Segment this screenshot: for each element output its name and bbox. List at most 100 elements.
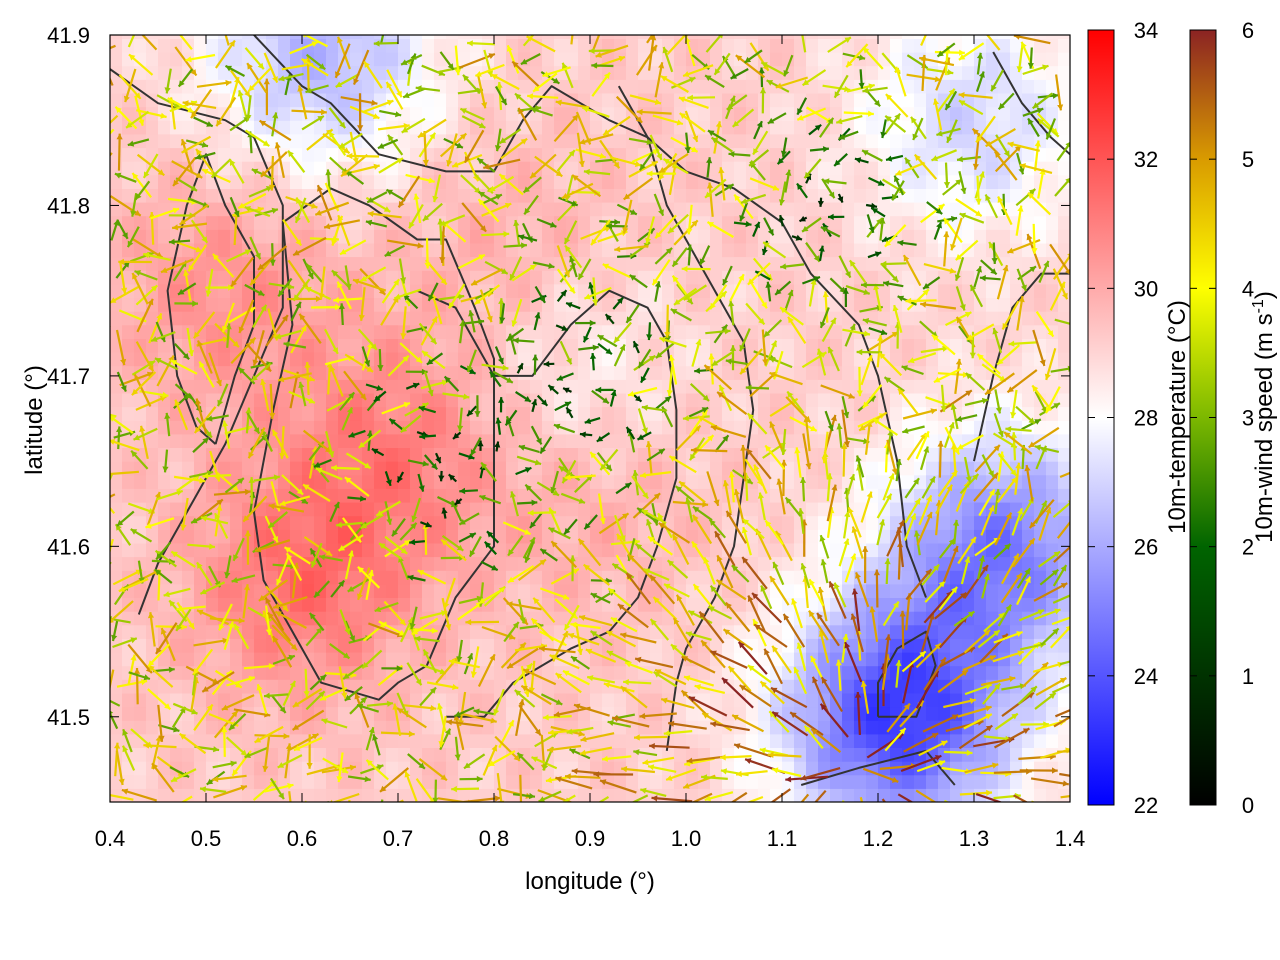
temperature-cell [506, 706, 519, 721]
temperature-cell [386, 35, 399, 39]
temperature-cell [830, 542, 843, 558]
temperature-cell [290, 35, 303, 39]
temperature-cell [674, 324, 687, 339]
temperature-cell [278, 93, 291, 108]
temperature-cell [722, 35, 735, 39]
temperature-cell [470, 93, 483, 108]
temperature-cell [374, 433, 387, 448]
temperature-cell [326, 311, 339, 326]
temperature-cell [782, 733, 795, 748]
temperature-cell [1058, 392, 1070, 408]
temperature-cell [782, 556, 795, 571]
temperature-cell [614, 433, 627, 448]
temperature-cell [758, 392, 771, 408]
temperature-cell [890, 392, 903, 408]
temperature-cell [902, 202, 915, 217]
temperature-cell [170, 529, 183, 544]
temperature-cell [134, 638, 147, 653]
temperature-cell [842, 583, 855, 598]
temperature-cell [170, 747, 183, 762]
temperature-cell [590, 420, 603, 435]
temperature-cell [134, 256, 147, 271]
temperature-cell [542, 120, 555, 135]
temperature-cell [398, 597, 411, 612]
temperature-cell [974, 665, 987, 680]
temperature-cell [542, 133, 555, 149]
temperature-cell [830, 365, 843, 380]
temperature-cell [314, 611, 327, 626]
temperature-cell [1010, 106, 1023, 121]
temperature-cell [602, 352, 615, 367]
temperature-cell [554, 106, 567, 121]
temperature-cell [482, 638, 495, 653]
temperature-cell [302, 788, 315, 802]
temperature-cell [374, 174, 387, 189]
temperature-cell [626, 256, 639, 271]
temperature-cell [698, 311, 711, 326]
temperature-cell [254, 774, 267, 789]
temperature-cell [638, 774, 651, 789]
temperature-cell [158, 38, 171, 53]
temperature-cell [530, 215, 543, 230]
temperature-cell [158, 35, 171, 39]
temperature-cell [362, 542, 375, 558]
temperature-cell [902, 133, 915, 149]
temperature-cell [794, 556, 807, 571]
temperature-cell [434, 324, 447, 339]
temperature-cell [122, 188, 135, 203]
temperature-cell [194, 529, 207, 544]
temperature-cell [110, 774, 123, 789]
temperature-cell [290, 474, 303, 489]
temperature-cell [590, 202, 603, 217]
temperature-cell [602, 202, 615, 217]
temperature-cell [434, 147, 447, 162]
temperature-cell [782, 202, 795, 217]
temperature-cell [638, 311, 651, 326]
temperature-cell [614, 461, 627, 476]
temperature-cell [326, 256, 339, 271]
temperature-cell [218, 692, 231, 708]
temperature-cell [734, 133, 747, 149]
temperature-cell [770, 392, 783, 408]
temperature-cell [182, 79, 195, 94]
temperature-cell [230, 133, 243, 149]
temperature-cell [158, 352, 171, 367]
temperature-cell [434, 338, 447, 353]
temperature-cell [230, 638, 243, 653]
temperature-cell [146, 692, 159, 708]
temperature-cell [158, 502, 171, 517]
temperature-cell [638, 624, 651, 639]
temperature-cell [866, 461, 879, 476]
temperature-cell [746, 79, 759, 94]
temperature-cell [398, 38, 411, 53]
temperature-cell [494, 611, 507, 626]
temperature-cell [866, 35, 879, 39]
temperature-cell [1010, 529, 1023, 544]
temperature-cell [278, 38, 291, 53]
temperature-cell [1070, 202, 1083, 216]
temperature-cell [722, 215, 735, 230]
temperature-cell [1058, 324, 1070, 339]
temperature-cell [146, 433, 159, 448]
temperature-cell [134, 761, 147, 776]
temperature-cell [542, 202, 555, 217]
temperature-cell [1058, 447, 1070, 462]
temperature-cell [206, 202, 219, 217]
temperature-cell [350, 283, 363, 298]
temperature-cell [122, 352, 135, 367]
temperature-cell [710, 406, 723, 421]
temperature-cell [1070, 748, 1083, 762]
temperature-cell [242, 502, 255, 517]
temperature-cell [518, 720, 531, 735]
temperature-cell [614, 174, 627, 189]
temperature-cell [1070, 788, 1083, 802]
temperature-cell [806, 202, 819, 217]
temperature-cell [710, 502, 723, 517]
temperature-cell [446, 529, 459, 544]
temperature-cell [926, 35, 939, 39]
temperature-cell [134, 692, 147, 708]
temperature-cell [122, 147, 135, 162]
temperature-cell [938, 324, 951, 339]
temperature-cell [1070, 734, 1083, 748]
temperature-cell [146, 406, 159, 421]
